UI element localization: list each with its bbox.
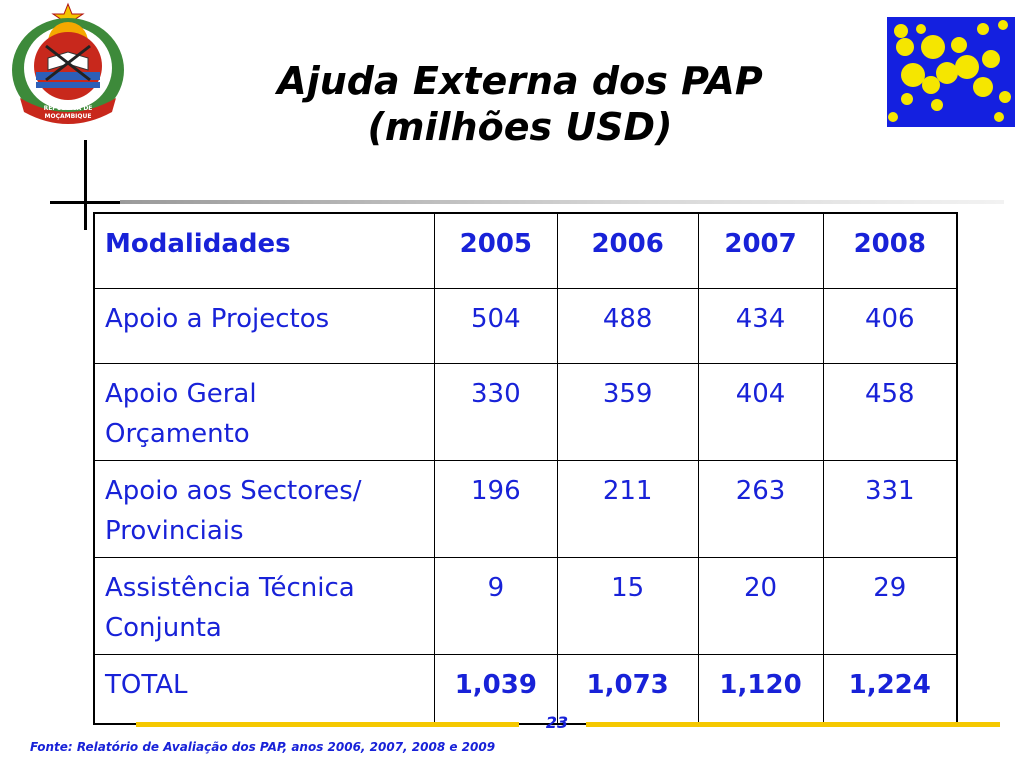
title-line-1: Ajuda Externa dos PAP: [277, 59, 763, 103]
row-label: Apoio a Projectos: [93, 288, 435, 364]
table-cell: 331: [822, 460, 958, 558]
table-cell: 9: [433, 557, 558, 655]
row-label-line: Provinciais: [105, 516, 244, 546]
table-row: Apoio a Projectos 504 488 434 406: [93, 288, 958, 364]
table-header-row: Modalidades 2005 2006 2007 2008: [93, 212, 958, 289]
table-cell: 196: [433, 460, 558, 558]
row-label: Apoio Geral Orçamento: [93, 363, 435, 461]
table-cell: 20: [697, 557, 824, 655]
row-label-line: Conjunta: [105, 613, 222, 643]
table-cell: 263: [697, 460, 824, 558]
row-label-line: Assistência Técnica: [105, 573, 355, 603]
emblem-text-top: REPÚBLICA DE: [44, 105, 93, 112]
total-label: TOTAL: [93, 654, 435, 725]
footer-bar-left: [136, 722, 519, 727]
emblem-text-bottom: MOÇAMBIQUE: [45, 113, 92, 120]
header-cell: 2008: [822, 212, 958, 289]
header-cell: 2006: [556, 212, 699, 289]
total-cell: 1,224: [822, 654, 958, 725]
header-cell: 2005: [433, 212, 558, 289]
table-row: Apoio aos Sectores/Provinciais 196 211 2…: [93, 460, 958, 558]
page-number: 23: [545, 713, 569, 732]
dots-logo-icon: [887, 17, 1015, 127]
table-row: Assistência Técnica Conjunta 9 15 20 29: [93, 557, 958, 655]
table-cell: 504: [433, 288, 558, 364]
table-cell: 211: [556, 460, 699, 558]
table-total-row: TOTAL 1,039 1,073 1,120 1,224: [93, 654, 958, 725]
table-cell: 330: [433, 363, 558, 461]
table-cell: 488: [556, 288, 699, 364]
slide-title: Ajuda Externa dos PAP (milhões USD): [190, 58, 850, 150]
row-label: Assistência Técnica Conjunta: [93, 557, 435, 655]
table-row: Apoio Geral Orçamento 330 359 404 458: [93, 363, 958, 461]
table-cell: 15: [556, 557, 699, 655]
aid-table: Modalidades 2005 2006 2007 2008 Apoio a …: [93, 212, 958, 725]
corner-vertical-line: [84, 140, 87, 230]
table-cell: 404: [697, 363, 824, 461]
table-cell: 458: [822, 363, 958, 461]
row-label-line: Orçamento: [105, 419, 250, 449]
coat-of-arms-icon: REPÚBLICA DE MOÇAMBIQUE: [12, 2, 124, 124]
row-label-line: Apoio aos Sectores/: [105, 476, 362, 506]
corner-horizontal-line: [50, 201, 120, 204]
total-cell: 1,120: [697, 654, 824, 725]
row-label-line: Apoio a Projectos: [105, 304, 330, 334]
table-cell: 29: [822, 557, 958, 655]
source-note: Fonte: Relatório de Avaliação dos PAP, a…: [30, 740, 496, 754]
row-label: Apoio aos Sectores/Provinciais: [93, 460, 435, 558]
header-cell: Modalidades: [93, 212, 435, 289]
title-line-2: (milhões USD): [367, 105, 673, 149]
header-cell: 2007: [697, 212, 824, 289]
total-cell: 1,073: [556, 654, 699, 725]
table-cell: 359: [556, 363, 699, 461]
title-divider: [120, 200, 1004, 204]
footer-bar-right: [586, 722, 1000, 727]
table-cell: 434: [697, 288, 824, 364]
row-label-line: Apoio Geral: [105, 379, 257, 409]
table-cell: 406: [822, 288, 958, 364]
total-cell: 1,039: [433, 654, 558, 725]
